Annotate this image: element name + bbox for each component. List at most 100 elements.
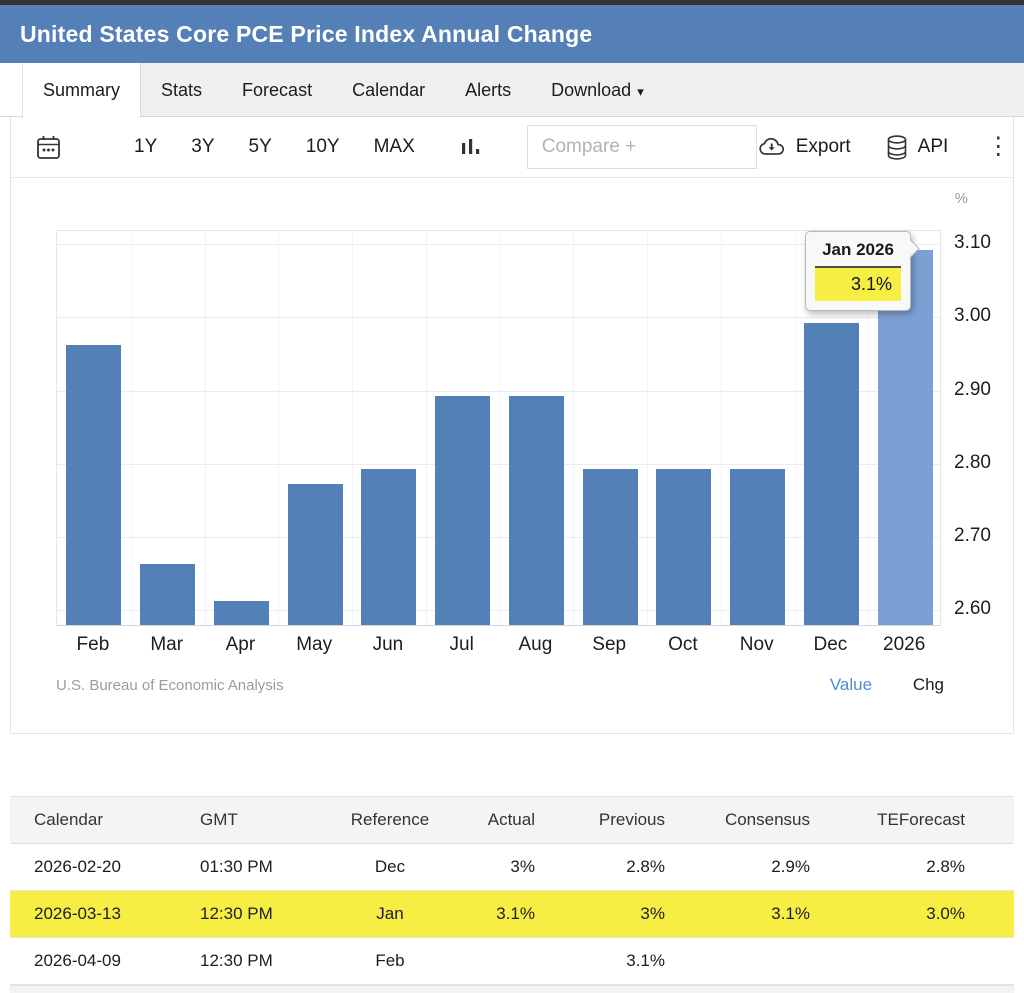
tab-summary[interactable]: Summary [22,63,142,118]
column-chart-icon[interactable] [461,136,481,158]
y-axis-tick-label: 3.10 [954,232,991,254]
tab-calendar[interactable]: Calendar [352,80,426,100]
bar-apr[interactable] [213,600,269,625]
tab-alerts[interactable]: Alerts [465,80,512,100]
toolbar-right-tools: Export API ⋮ [757,134,1015,161]
api-button[interactable]: API [885,134,949,161]
y-axis-tick-label: 2.60 [954,598,991,620]
bar-jul[interactable] [435,395,491,625]
bar-oct[interactable] [656,469,712,625]
column-header-consensus: Consensus [695,796,845,844]
table-row[interactable]: 2026-04-09 12:30 PM Feb 3.1% [10,937,1014,985]
y-axis-tick-label: 3.00 [954,305,991,327]
y-axis-tick-label: 2.80 [954,451,991,473]
range-1y[interactable]: 1Y [134,136,158,157]
x-axis-label: Jun [372,634,404,655]
x-axis-label: Jul [449,634,474,655]
range-max[interactable]: MAX [373,136,415,157]
page-title: United States Core PCE Price Index Annua… [20,20,593,47]
table-cell: 2026-04-09 [10,937,180,985]
table-row[interactable]: 2026-02-20 01:30 PM Dec 3% 2.8% 2.9% 2.8% [10,843,1014,891]
toggle-value-link[interactable]: Value [829,675,873,694]
value-chg-toggle: Value Chg [830,675,944,695]
calendar-table: Calendar GMT Reference Actual Previous Consen… [10,796,1014,985]
table-cell [695,937,845,985]
calendar-table-header-row: Calendar GMT Reference Actual Previous Consen… [10,796,1014,844]
gridline [57,390,940,392]
bar-jun[interactable] [361,469,417,625]
table-cell [845,937,1014,985]
api-label: API [917,136,949,157]
gridline [57,463,940,465]
table-cell: 3.1% [550,937,695,985]
gridline [647,231,648,625]
gridline [57,610,940,612]
data-source-label: U.S. Bureau of Economic Analysis [56,677,284,694]
chart-region: % Jan 2026 3.1% U.S. Bureau of Economic … [11,178,1013,733]
column-header-teforecast: TEForecast [845,796,1014,844]
database-icon [887,134,906,160]
x-axis-label: 2026 [883,634,926,655]
gridline [57,317,940,319]
gridline [57,537,940,538]
table-cell: 3% [460,843,550,891]
cloud-download-icon [759,137,784,155]
table-cell: 2.8% [845,843,1014,891]
gridline [130,231,132,625]
table-cell: Jan [320,890,460,938]
y-axis-tick-label: 2.70 [954,525,991,546]
tab-forecast[interactable]: Forecast [242,80,313,100]
x-axis-label: Dec [813,634,848,655]
plot-area [56,230,941,626]
gridline [278,231,280,625]
range-3y[interactable]: 3Y [191,136,215,157]
x-axis-label: Sep [592,634,627,655]
kebab-menu-icon[interactable]: ⋮ [986,133,1011,160]
top-border-strip [0,0,1024,5]
bar-aug[interactable] [508,395,564,625]
x-axis-label: Apr [225,634,256,655]
bar-sep[interactable] [582,469,638,625]
tab-bar: Summary Stats Forecast Calendar Alerts Downlo… [0,63,1024,118]
column-header-actual: Actual [460,796,550,844]
table-cell [460,937,550,985]
bar-dec[interactable] [803,322,859,625]
gridline [425,231,427,625]
bar-mar[interactable] [140,564,196,625]
chart-tooltip: Jan 2026 3.1% [805,231,911,311]
table-cell: Feb [320,937,460,985]
gridline [573,231,575,625]
table-cell: Dec [320,843,460,891]
table-cell: 3.1% [460,890,550,938]
column-header-reference: Reference [320,796,460,844]
tooltip-title: Jan 2026 [815,240,901,268]
table-cell: 12:30 PM [180,890,320,938]
table-cell: 2.8% [550,843,695,891]
gridline [794,231,796,625]
compare-input[interactable] [526,125,757,169]
page-header: United States Core PCE Price Index Annua… [0,5,1024,63]
gridline [352,231,353,625]
gridline [499,231,501,625]
table-cell: 3.0% [845,890,1014,938]
gridline [204,231,206,625]
bar-2026[interactable] [877,249,933,625]
tooltip-value: 3.1% [815,268,901,301]
table-cell: 01:30 PM [180,843,320,891]
export-button[interactable]: Export [757,135,851,159]
bar-nov[interactable] [730,469,786,625]
toggle-chg-link[interactable]: Chg [912,675,944,694]
bar-feb[interactable] [66,344,122,625]
tab-stats[interactable]: Stats [161,80,203,100]
table-cell: 2026-02-20 [10,843,180,891]
bar-may[interactable] [287,483,343,625]
chart-card: 1Y 3Y 5Y 10Y MAX Export [10,117,1014,734]
column-header-previous: Previous [550,796,695,844]
calendar-icon[interactable] [35,133,62,162]
range-5y[interactable]: 5Y [248,136,272,157]
next-section-strip [10,985,1014,993]
table-row[interactable]: 2026-03-13 12:30 PM Jan 3.1% 3% 3.1% 3.0% [10,890,1014,938]
tab-download[interactable]: Download ▾ [551,80,644,100]
range-10y[interactable]: 10Y [305,136,340,157]
table-cell: 2.9% [695,843,845,891]
